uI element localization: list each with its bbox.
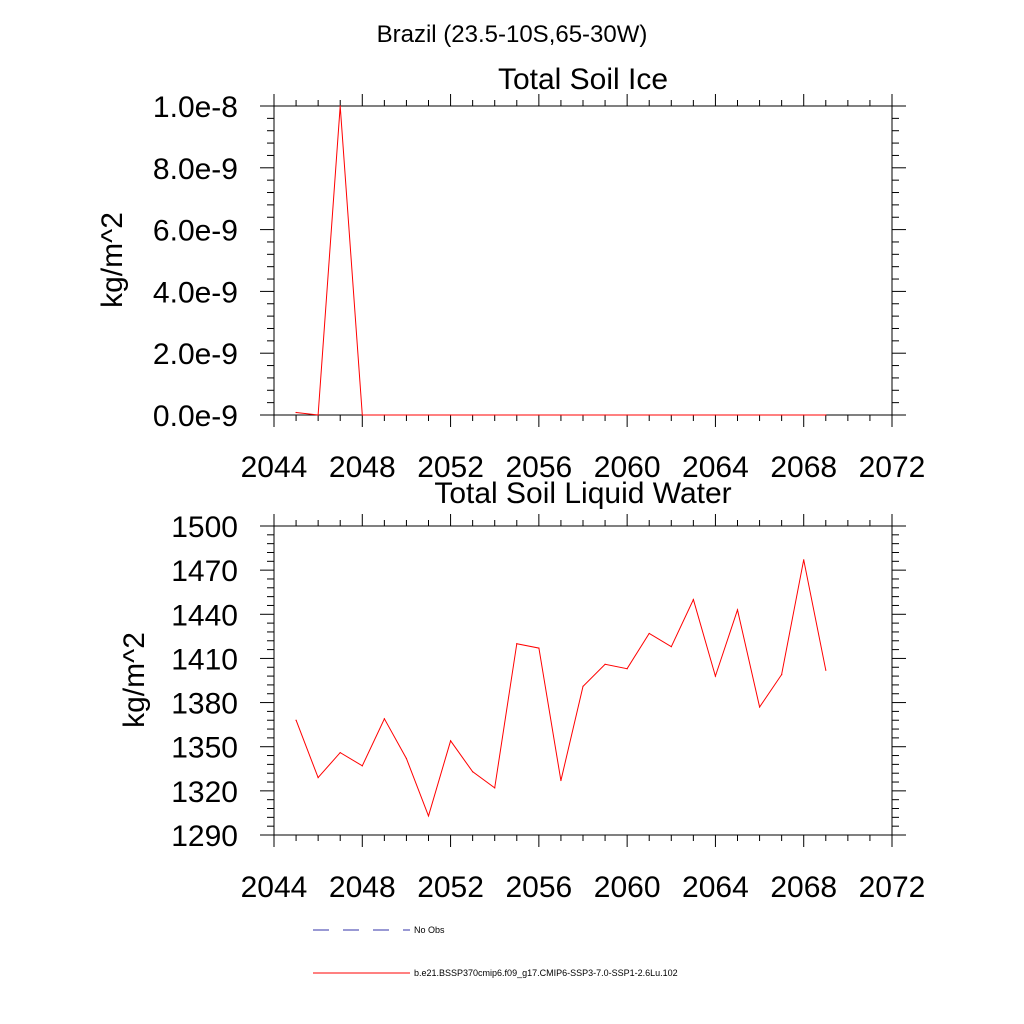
data-point (516, 643, 518, 645)
data-point (604, 663, 606, 665)
y-tick-label: 1350 (171, 732, 238, 765)
data-point (317, 414, 319, 416)
data-point (692, 598, 694, 601)
data-point (714, 414, 717, 416)
x-tick-label: 2052 (417, 871, 484, 904)
data-point (714, 675, 717, 677)
data-point (692, 414, 694, 416)
panel-total-soil-ice: Total Soil Ice kg/m^2 2044 2048 2052 2056 20… (96, 63, 925, 484)
data-point (582, 414, 584, 416)
x-tick-label: 2072 (859, 871, 926, 904)
data-point (825, 414, 827, 416)
y-tick-label: 1.0e-8 (153, 91, 238, 124)
data-point (295, 411, 297, 414)
data-point (758, 414, 761, 416)
page-title: Brazil (23.5-10S,65-30W) (377, 21, 648, 48)
data-point (516, 414, 518, 416)
y-axis-label: kg/m^2 (96, 212, 129, 308)
data-point (670, 414, 672, 416)
data-point (405, 414, 408, 416)
chart-title: Total Soil Liquid Water (434, 477, 731, 510)
data-point (295, 719, 297, 721)
y-tick-label: 2.0e-9 (153, 338, 238, 371)
x-tick-label: 2056 (505, 451, 572, 484)
series-line (295, 559, 827, 818)
legend-label-no-obs: No Obs (414, 925, 445, 935)
x-tick-label: 2068 (770, 451, 837, 484)
data-point (736, 609, 739, 611)
data-point (494, 787, 496, 789)
x-tick-label: 2048 (329, 451, 396, 484)
data-point (472, 414, 474, 416)
y-axis-label: kg/m^2 (118, 632, 151, 728)
data-point (427, 414, 430, 416)
data-point (560, 414, 562, 416)
series-line (296, 105, 826, 416)
data-point (538, 414, 540, 416)
y-tick-label: 1290 (171, 820, 238, 853)
x-tick-label: 2060 (594, 451, 661, 484)
x-tick-label: 2052 (417, 451, 484, 484)
data-point (538, 647, 540, 649)
x-tick-label: 2044 (241, 871, 308, 904)
plot-frame (273, 105, 893, 416)
y-tick-label: 4.0e-9 (153, 276, 238, 309)
data-point (405, 757, 408, 760)
y-tick-label: 1500 (171, 511, 238, 544)
plot-frame (273, 525, 893, 836)
y-tick-label: 1320 (171, 776, 238, 809)
x-tick-label: 2068 (770, 871, 837, 904)
data-point (736, 414, 739, 416)
data-point (648, 632, 650, 635)
panel-total-soil-liquid-water: Total Soil Liquid Water kg/m^2 2044 2048 2… (118, 477, 925, 904)
data-point (803, 559, 805, 561)
x-tick-label: 2048 (329, 871, 396, 904)
data-point (339, 752, 341, 754)
data-point (781, 414, 783, 416)
x-tick-label: 2060 (594, 871, 661, 904)
data-point (825, 669, 827, 671)
data-point (383, 414, 385, 416)
x-tick-label: 2056 (505, 871, 572, 904)
data-point (758, 706, 761, 708)
data-point (472, 771, 474, 773)
data-point (494, 414, 496, 416)
data-point (582, 685, 584, 687)
chart-title: Total Soil Ice (498, 63, 668, 96)
y-tick-label: 0.0e-9 (153, 400, 238, 433)
legend-label-model-run: b.e21.BSSP370cmip6.f09_g17.CMIP6-SSP3-7.… (414, 968, 678, 978)
data-point (361, 414, 363, 416)
data-point (781, 674, 783, 676)
data-point (361, 765, 363, 767)
data-point (670, 646, 672, 648)
y-tick-label: 1470 (171, 555, 238, 588)
data-point (626, 668, 628, 670)
data-point (317, 777, 319, 779)
y-tick-label: 1380 (171, 688, 238, 721)
legend: No Obs b.e21.BSSP370cmip6.f09_g17.CMIP6-… (313, 925, 678, 978)
data-point (449, 414, 452, 416)
y-tick-label: 1410 (171, 643, 238, 676)
y-tick-label: 1440 (171, 599, 238, 632)
data-point (560, 779, 562, 782)
data-point (803, 414, 805, 416)
data-point (383, 718, 385, 720)
data-point (604, 414, 606, 416)
data-point (648, 414, 650, 416)
y-tick-label: 6.0e-9 (153, 215, 238, 248)
x-tick-label: 2064 (682, 451, 749, 484)
data-point (427, 815, 430, 817)
x-tick-label: 2064 (682, 871, 749, 904)
data-point (339, 105, 341, 107)
x-tick-label: 2072 (859, 451, 926, 484)
x-tick-label: 2044 (241, 451, 308, 484)
data-point (449, 740, 452, 742)
y-tick-label: 8.0e-9 (153, 153, 238, 186)
data-point (626, 414, 628, 416)
